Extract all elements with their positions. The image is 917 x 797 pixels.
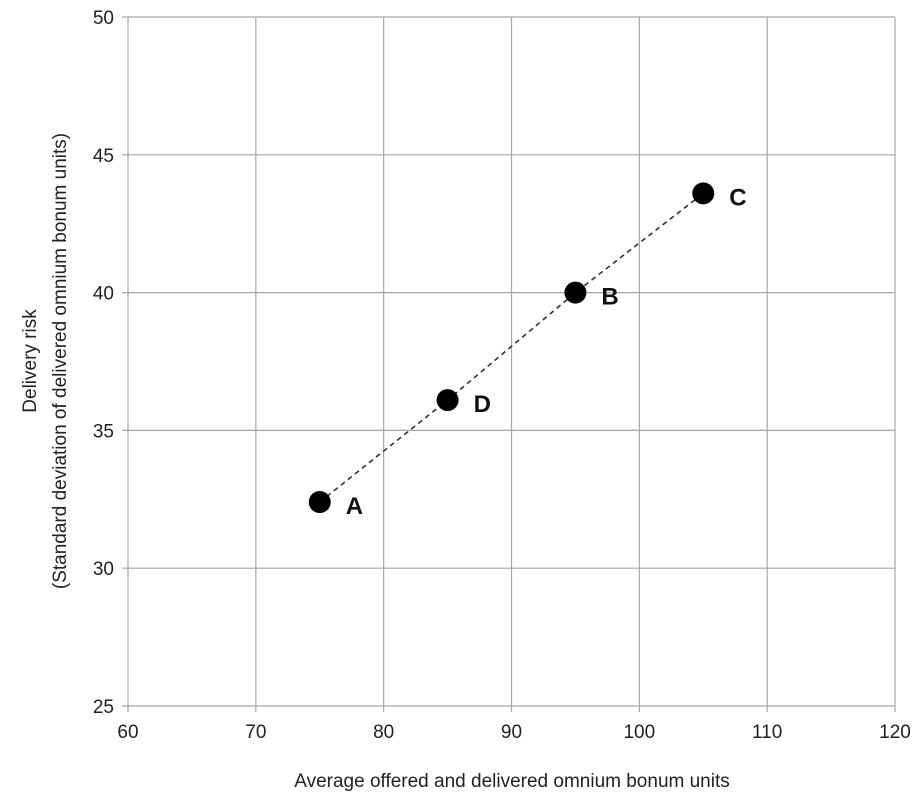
x-tick-label: 110 [752,722,782,743]
point-label-a: A [346,493,363,520]
point-label-c: C [729,184,746,211]
point-label-d: D [474,391,491,418]
y-tick-label: 30 [93,559,114,580]
data-points: A D B C [308,182,747,520]
data-point-a [308,491,331,514]
y-axis-title-line-2: (Standard deviation of delivered omnium … [50,133,71,589]
y-tick-label: 40 [93,284,114,305]
data-point-d [436,389,459,412]
y-axis-title-line-1: Delivery risk [20,309,41,413]
data-point-c [692,182,715,205]
x-tick-label: 100 [623,722,655,743]
y-tick-label: 35 [93,421,114,442]
x-axis-title: Average offered and delivered omnium bon… [294,771,730,792]
x-tick-label: 70 [245,722,266,743]
x-tick-label: 60 [117,722,138,743]
data-point-b [564,281,587,304]
x-tick-label: 90 [501,722,522,743]
point-label-b: B [601,284,618,311]
tick-labels: 60 70 80 90 100 110 120 25 30 35 40 45 50 [93,8,911,743]
x-tick-label: 120 [879,722,911,743]
x-tick-label: 80 [373,722,394,743]
trend-connector [319,192,704,503]
y-tick-label: 25 [93,697,114,718]
y-axis-title: Delivery risk (Standard deviation of del… [20,133,71,589]
dashed-trend-line [319,192,704,503]
y-tick-label: 50 [93,8,114,29]
gridlines [122,16,896,712]
y-tick-label: 45 [93,146,114,167]
